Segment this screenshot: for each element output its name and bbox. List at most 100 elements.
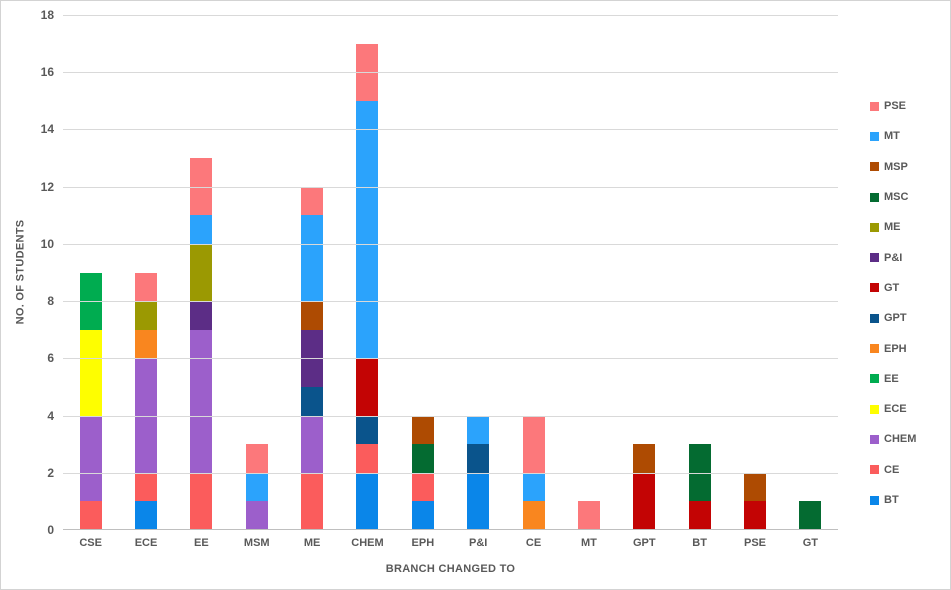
bar-ME: [301, 15, 324, 530]
y-axis-tick-labels: 0 2 4 6 8 10 12 14 16 18: [1, 9, 54, 536]
x-tick-label-ME: ME: [303, 537, 321, 549]
legend-swatch-P&I: [870, 253, 879, 263]
bar-slot-GT: [783, 15, 838, 530]
gridline-14: [63, 129, 838, 131]
legend-item-EE: EE: [870, 364, 950, 394]
legend-label-EE: EE: [884, 372, 899, 385]
gridline-4: [63, 415, 838, 417]
bar-BT: [688, 15, 711, 530]
legend-label-PSE: PSE: [884, 100, 907, 113]
y-tick-label-6: 6: [47, 351, 54, 366]
bar-segment-P&I-BT: [467, 472, 490, 530]
bar-slot-P&I: [451, 15, 506, 530]
gridline-0: [63, 529, 838, 530]
bar-segment-MSM-PSE: [245, 444, 268, 473]
bar-GT: [799, 15, 822, 530]
bar-segment-CHEM-MT: [356, 100, 379, 359]
legend-swatch-CHEM: [870, 434, 879, 444]
gridline-12: [63, 186, 838, 188]
legend-item-CHEM: CHEM: [870, 424, 950, 454]
bar-segment-ME-GPT: [301, 386, 324, 416]
bar-slot-EE: [174, 15, 229, 530]
legend-label-MSC: MSC: [884, 191, 909, 204]
legend-label-CE: CE: [884, 463, 900, 476]
bar-ECE: [135, 15, 158, 530]
legend-label-GT: GT: [884, 281, 900, 294]
legend-item-GPT: GPT: [870, 303, 950, 333]
bar-slot-CE: [506, 15, 561, 530]
legend-label-EPH: EPH: [884, 342, 907, 355]
legend-label-CHEM: CHEM: [884, 433, 917, 446]
x-tick-label-GPT: GPT: [632, 537, 656, 549]
legend-item-ME: ME: [870, 212, 950, 242]
bar-GPT: [633, 15, 656, 530]
legend-label-GPT: GPT: [884, 312, 907, 325]
bar-slot-ECE: [118, 15, 173, 530]
y-tick-label-2: 2: [47, 465, 54, 480]
x-tick-label-MT: MT: [580, 537, 597, 549]
bar-slot-CHEM: [340, 15, 395, 530]
gridline-8: [63, 301, 838, 303]
bar-segment-CSE-CHEM: [79, 415, 102, 502]
bar-segment-ME-PSE: [301, 186, 324, 216]
legend-item-MSP: MSP: [870, 152, 950, 182]
bar-segment-ECE-EPH: [135, 329, 158, 359]
x-tick-label-CSE: CSE: [79, 537, 102, 549]
bar-segment-MSM-MT: [245, 472, 268, 502]
bar-slot-MT: [561, 15, 616, 530]
x-tick-label-BT: BT: [692, 537, 707, 549]
bar-segment-MSM-CHEM: [245, 501, 268, 530]
legend-item-MSC: MSC: [870, 182, 950, 212]
legend-item-GT: GT: [870, 273, 950, 303]
gridline-2: [63, 472, 838, 474]
bar-segment-P&I-MT: [467, 415, 490, 445]
x-tick-label-CHEM: CHEM: [351, 537, 384, 549]
x-tick-label-GT: GT: [802, 537, 818, 549]
y-tick-label-16: 16: [40, 65, 54, 80]
legend-label-BT: BT: [884, 494, 899, 506]
bar-segment-ME-CE: [301, 472, 324, 530]
bar-segment-CE-MT: [522, 472, 545, 502]
bar-segment-CSE-ECE: [79, 329, 102, 416]
bar-segment-ECE-ME: [135, 301, 158, 330]
bar-MT: [577, 15, 600, 530]
bar-slot-CSE: [63, 15, 118, 530]
legend-item-CE: CE: [870, 455, 950, 485]
legend-item-PSE: PSE: [870, 91, 950, 121]
legend-swatch-BT: [870, 495, 879, 505]
gridline-16: [63, 72, 838, 74]
bar-segment-EE-CE: [190, 472, 213, 530]
legend: PSE MT MSP MSC ME P&I GT GPT EPH EE ECE CHEM CE BT: [870, 91, 950, 515]
y-tick-label-0: 0: [47, 523, 54, 537]
bar-segment-PSE-GT: [743, 501, 766, 530]
legend-label-ECE: ECE: [884, 403, 907, 416]
gridline-18: [63, 15, 838, 16]
y-tick-label-18: 18: [40, 8, 54, 22]
bar-P&I: [467, 15, 490, 530]
x-tick-label-EE: EE: [194, 537, 209, 549]
legend-label-MT: MT: [884, 130, 900, 143]
bar-segment-EPH-MSP: [411, 415, 434, 445]
gridline-10: [63, 243, 838, 245]
bar-segment-GT-MSC: [799, 501, 822, 530]
legend-swatch-ECE: [870, 404, 879, 414]
legend-item-EPH: EPH: [870, 333, 950, 363]
y-axis-title: NO. OF STUDENTS: [14, 219, 27, 325]
bars-container: [63, 15, 838, 530]
y-tick-label-12: 12: [40, 179, 54, 194]
plot-area: [63, 15, 838, 530]
bar-EPH: [411, 15, 434, 530]
bar-slot-PSE: [727, 15, 782, 530]
y-tick-label-8: 8: [47, 294, 54, 309]
bar-CSE: [79, 15, 102, 530]
legend-item-P&I: P&I: [870, 242, 950, 272]
y-tick-label-10: 10: [40, 236, 54, 251]
x-tick-label-ECE: ECE: [134, 537, 158, 549]
legend-swatch-GPT: [870, 313, 879, 323]
bar-slot-BT: [672, 15, 727, 530]
x-tick-label-EPH: EPH: [411, 537, 435, 549]
legend-item-MT: MT: [870, 121, 950, 151]
bar-segment-CSE-CE: [79, 501, 102, 530]
bar-segment-ECE-CE: [135, 472, 158, 502]
